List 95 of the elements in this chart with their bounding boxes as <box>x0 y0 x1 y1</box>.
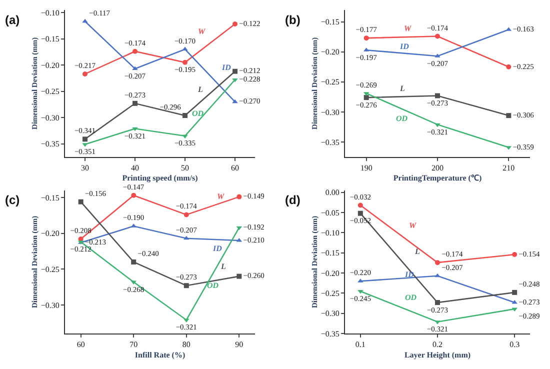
x-tick-label: 60 <box>231 164 239 173</box>
point <box>435 93 440 98</box>
point <box>232 99 238 104</box>
x-tick-label: 210 <box>502 164 515 173</box>
x-tick-label: 0.3 <box>510 340 520 350</box>
point <box>364 36 369 41</box>
x-tick-label: 0.1 <box>355 340 366 350</box>
point <box>131 259 136 264</box>
point <box>236 274 242 279</box>
y-tick-label: −0.15 <box>40 34 60 44</box>
series-label: W <box>217 192 225 201</box>
y-tick-label: −0.30 <box>40 300 60 310</box>
y-tick-label: −0.10 <box>40 8 60 18</box>
x-tick-label: 0.2 <box>432 340 442 350</box>
x-axis-title: Layer Height (mm) <box>404 350 471 360</box>
series-label: OD <box>207 281 219 290</box>
y-tick-label: −0.20 <box>320 268 340 278</box>
point <box>78 199 84 204</box>
point <box>82 18 88 23</box>
chart-title: (a) <box>5 13 20 27</box>
series-label: W <box>409 221 417 230</box>
point <box>184 236 190 240</box>
y-tick-label: −0.25 <box>40 87 60 96</box>
y-tick-label: −0.20 <box>40 229 60 238</box>
point <box>358 202 363 208</box>
series-label: L <box>197 85 203 94</box>
y-tick-label: −0.25 <box>40 264 60 274</box>
x-axis-title: Printing speed (mm/s) <box>122 174 198 183</box>
point <box>184 283 189 288</box>
y-tick-label: −0.05 <box>320 208 340 218</box>
y-tick-label: −0.30 <box>40 113 60 122</box>
x-tick-label: 70 <box>130 340 138 350</box>
point <box>82 71 88 76</box>
series-label: ID <box>404 270 414 279</box>
x-tick-label: 50 <box>181 164 189 173</box>
point <box>358 290 364 294</box>
y-tick-label: 0.00 <box>325 188 340 198</box>
point <box>182 112 188 118</box>
series-label: OD <box>405 293 417 302</box>
point <box>82 136 88 142</box>
y-tick-label: −0.25 <box>320 78 340 87</box>
series-label: L <box>220 262 226 271</box>
y-tick-label: −0.30 <box>320 108 340 117</box>
point <box>435 260 440 266</box>
y-tick-label: −0.10 <box>320 228 340 238</box>
series-label: L <box>414 247 420 256</box>
y-tick-label: −0.35 <box>320 329 340 338</box>
chart-title: (b) <box>285 13 300 27</box>
series-label: L <box>399 84 405 93</box>
chart-title: (d) <box>285 193 300 207</box>
point <box>512 252 518 258</box>
series-label: W <box>198 27 206 36</box>
x-tick-label: 30 <box>81 164 89 173</box>
x-tick-label: 40 <box>131 164 139 173</box>
y-tick-label: −0.20 <box>40 60 60 70</box>
series-label: OD <box>192 109 204 118</box>
point <box>132 48 138 54</box>
point <box>434 273 440 278</box>
y-tick-label: −0.25 <box>320 289 340 298</box>
series-label: ID <box>221 63 232 72</box>
x-tick-label: 90 <box>235 340 244 350</box>
point <box>435 34 440 39</box>
point <box>358 210 363 216</box>
point <box>232 68 238 74</box>
chart-title: (c) <box>5 193 20 207</box>
series-label: ID <box>212 244 222 253</box>
point <box>132 100 138 106</box>
series-label: OD <box>396 114 408 123</box>
series-label: ID <box>399 42 410 51</box>
y-tick-label: −0.15 <box>320 18 340 27</box>
x-axis-title: PrintingTemperature (℃) <box>393 174 482 183</box>
point <box>506 64 512 70</box>
point <box>184 212 189 218</box>
point <box>131 192 136 198</box>
point <box>364 95 369 100</box>
x-tick-label: 80 <box>182 340 190 350</box>
x-tick-label: 200 <box>432 164 444 173</box>
x-axis-title: Infill Rate (%) <box>134 350 186 360</box>
point <box>182 60 188 65</box>
point <box>506 113 512 118</box>
x-tick-label: 190 <box>360 164 372 173</box>
y-tick-label: −0.30 <box>320 309 340 318</box>
point <box>182 46 188 51</box>
point <box>512 290 518 295</box>
y-tick-label: −0.35 <box>40 140 60 149</box>
point <box>232 22 238 27</box>
y-tick-label: −0.15 <box>40 193 60 202</box>
x-tick-label: 60 <box>76 340 85 350</box>
series-label: W <box>404 24 412 33</box>
point <box>236 194 242 200</box>
point <box>435 300 440 306</box>
y-tick-label: −0.15 <box>320 248 340 258</box>
y-tick-label: −0.20 <box>320 48 340 57</box>
point <box>132 127 138 132</box>
y-tick-label: −0.35 <box>320 138 340 147</box>
